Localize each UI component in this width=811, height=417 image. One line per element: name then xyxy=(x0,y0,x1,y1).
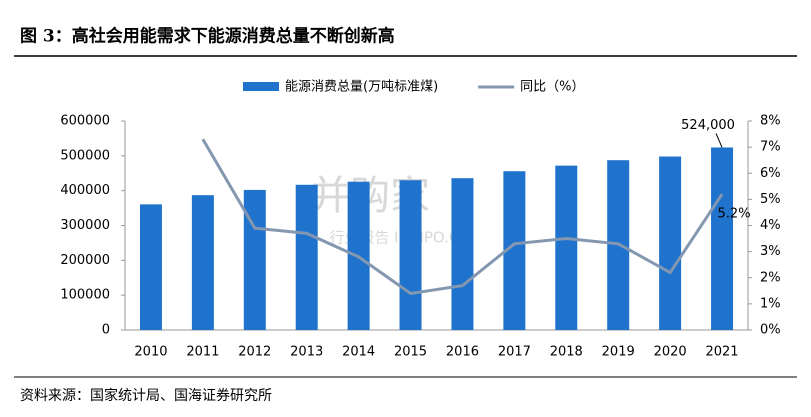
x-tick-label: 2012 xyxy=(238,345,271,360)
bar xyxy=(295,184,318,330)
legend-label: 能源消费总量(万吨标准煤) xyxy=(285,80,438,95)
x-tick-label: 2018 xyxy=(550,345,583,360)
x-tick-label: 2014 xyxy=(342,345,375,360)
y2-tick-label: 7% xyxy=(760,140,781,155)
y2-tick-label: 8% xyxy=(760,114,781,129)
x-tick-label: 2017 xyxy=(498,345,531,360)
y-tick-label: 600000 xyxy=(60,114,110,129)
y2-tick-label: 5% xyxy=(760,192,781,207)
value-label: 5.2% xyxy=(718,207,751,222)
legend-swatch xyxy=(243,82,279,91)
bar xyxy=(503,171,526,330)
x-tick-label: 2013 xyxy=(290,345,323,360)
x-tick-label: 2010 xyxy=(134,345,167,360)
x-tick-label: 2021 xyxy=(705,345,738,360)
y-tick-label: 500000 xyxy=(60,148,110,163)
y2-tick-label: 2% xyxy=(760,270,781,285)
bar xyxy=(139,204,162,330)
bar xyxy=(555,165,578,330)
legend-label: 同比（%） xyxy=(520,80,584,95)
figure-title: 图 3：高社会用能需求下能源消费总量不断创新高 xyxy=(20,26,395,47)
x-tick-label: 2016 xyxy=(446,345,479,360)
value-label: 524,000 xyxy=(681,118,735,133)
source: 资料来源：国家统计局、国海证券研究所 xyxy=(20,387,272,404)
line xyxy=(201,138,724,295)
bar xyxy=(399,180,422,330)
y-tick-label: 200000 xyxy=(60,253,110,268)
x-tick-label: 2019 xyxy=(602,345,635,360)
leader xyxy=(715,133,723,148)
y2-tick-label: 3% xyxy=(760,244,781,259)
y2-tick-label: 0% xyxy=(760,323,781,338)
bar xyxy=(451,178,474,330)
y-tick-label: 100000 xyxy=(60,288,110,303)
y-tick-label: 0 xyxy=(102,323,110,338)
x-tick-label: 2020 xyxy=(654,345,687,360)
y-tick-label: 400000 xyxy=(60,183,110,198)
bar xyxy=(243,189,266,330)
y2-tick-label: 4% xyxy=(760,218,781,233)
bar xyxy=(659,156,682,330)
bar xyxy=(191,195,214,330)
y2-tick-label: 6% xyxy=(760,166,781,181)
y-tick-label: 300000 xyxy=(60,218,110,233)
x-tick-label: 2011 xyxy=(186,345,219,360)
y2-tick-label: 1% xyxy=(760,296,781,311)
bar xyxy=(711,147,734,330)
x-tick-label: 2015 xyxy=(394,345,427,360)
